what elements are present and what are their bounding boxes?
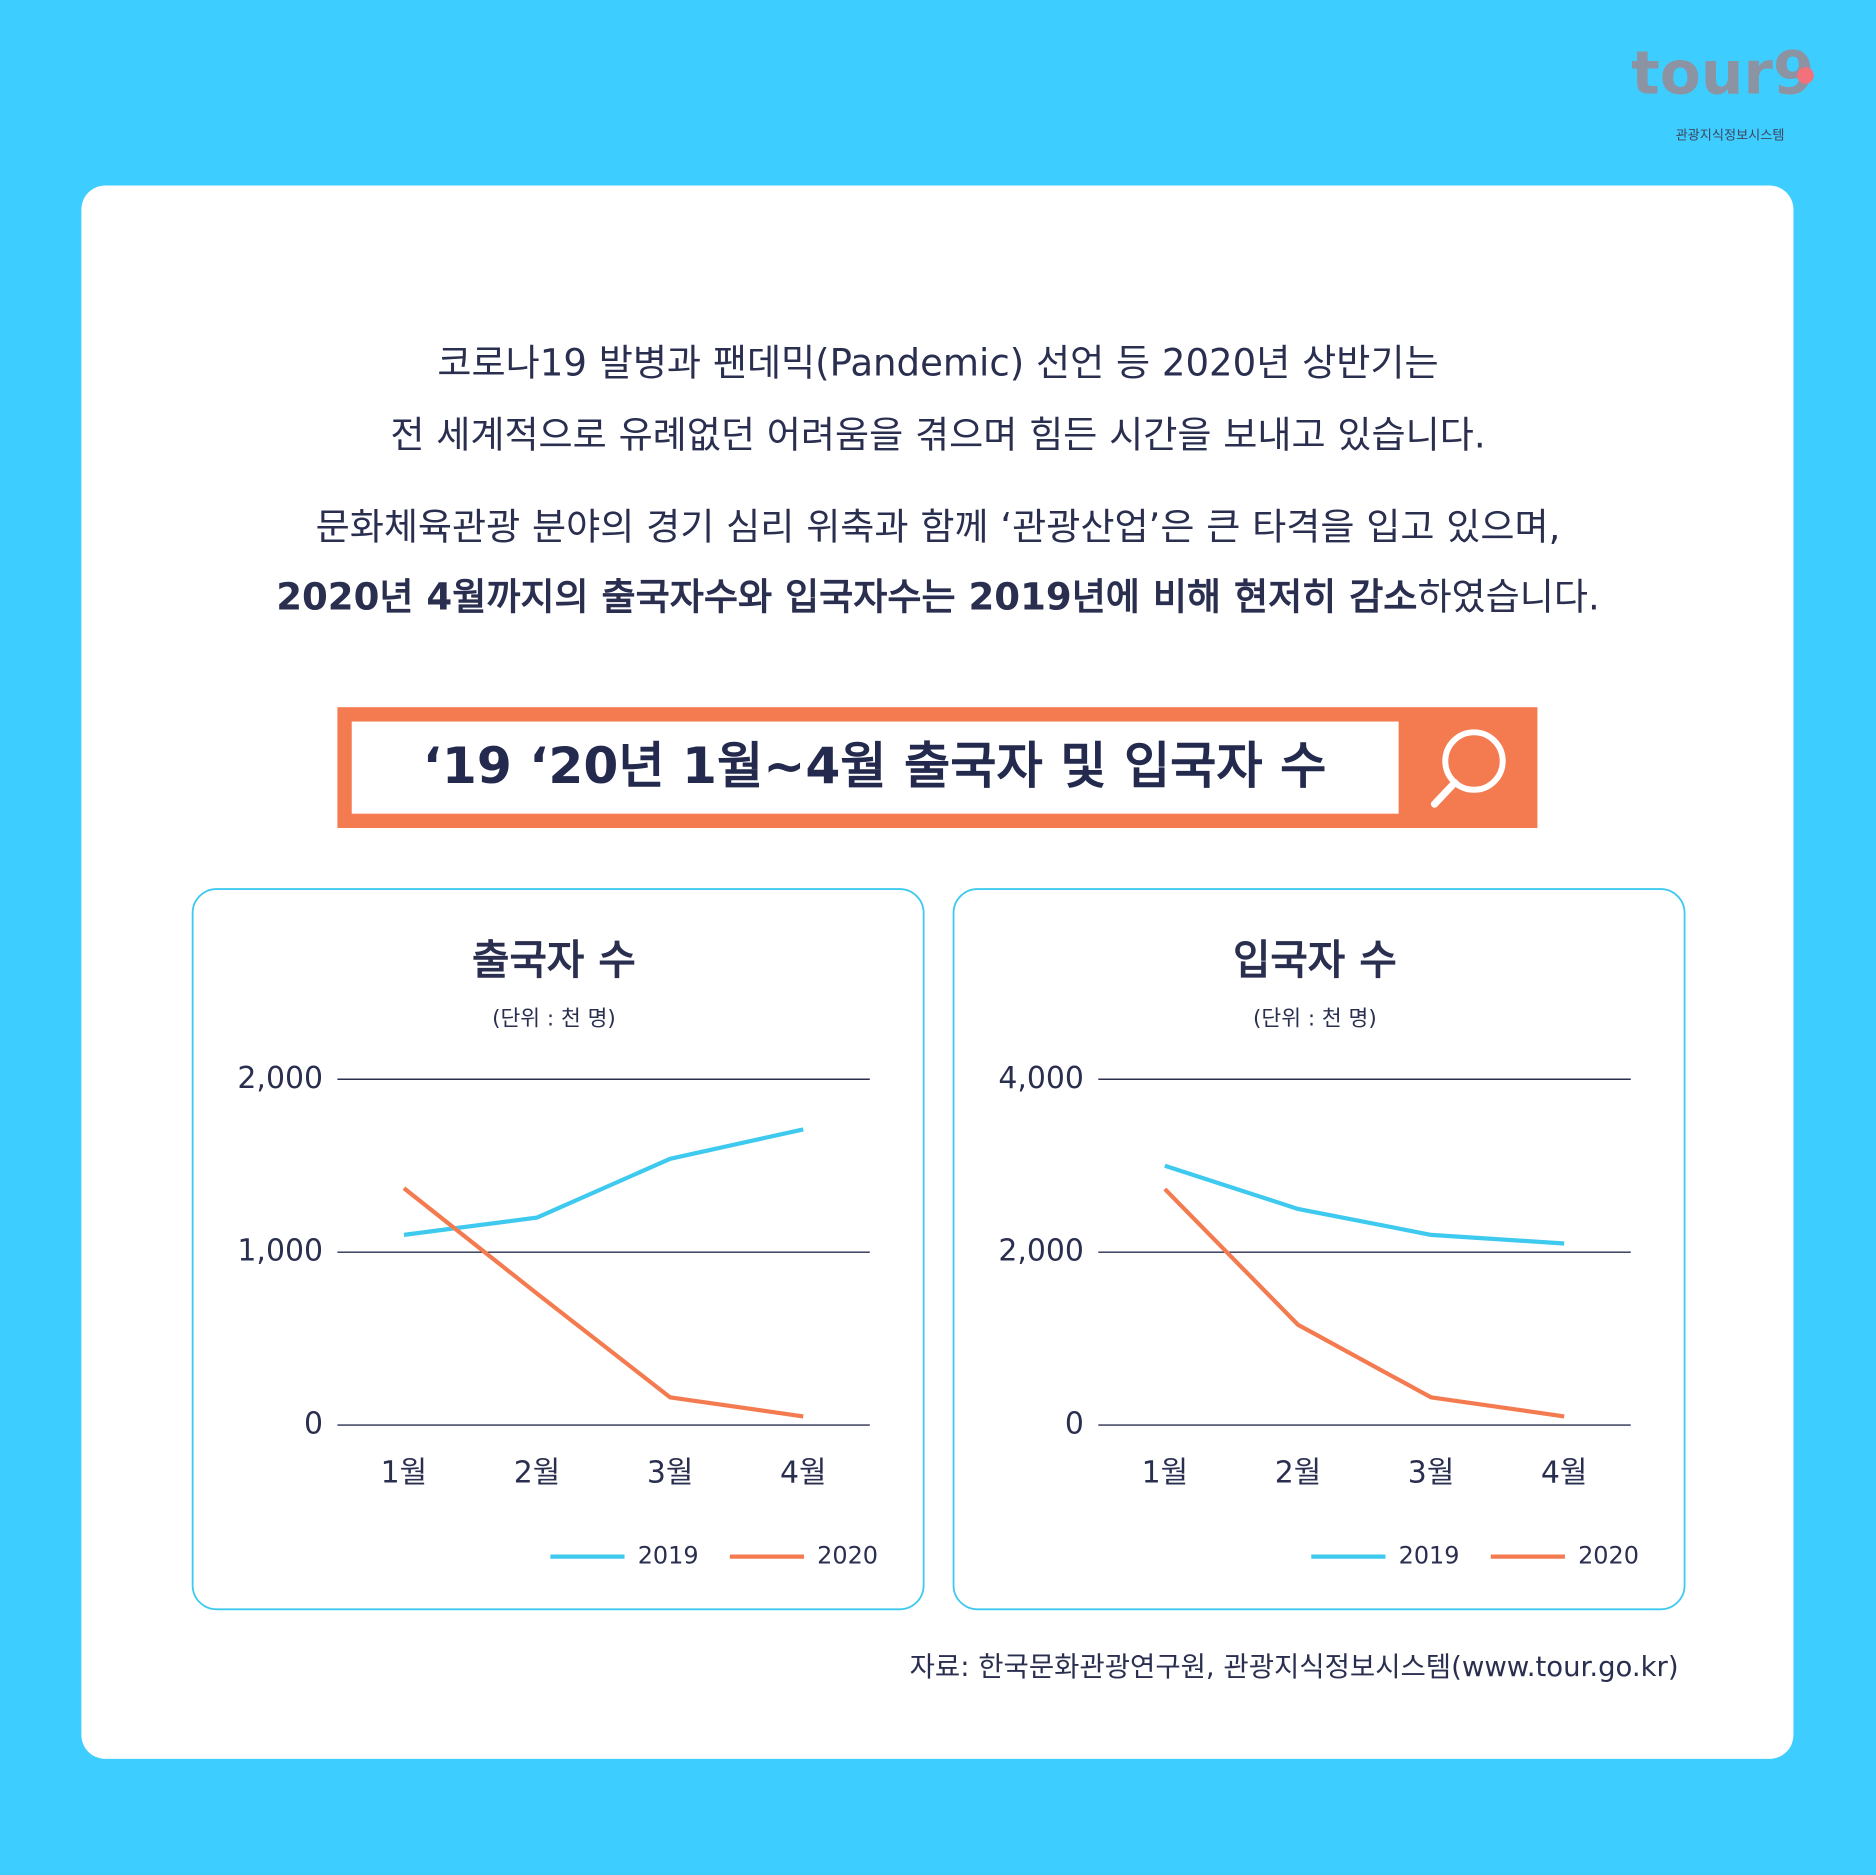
- intro-bold: 2020년 4월까지의 출국자수와 입국자수는 2019년에 비해 현저히 감소: [276, 575, 1417, 618]
- legend-label: 2019: [638, 1542, 699, 1570]
- x-tick-label: 1월: [381, 1456, 428, 1491]
- x-tick-label: 4월: [780, 1456, 827, 1491]
- y-tick-label: 4,000: [998, 1061, 1084, 1096]
- chart-panel: [952, 888, 1686, 1611]
- chart-subtitle: (단위 : 천 명): [1253, 1006, 1377, 1031]
- banner-field: [351, 721, 1399, 814]
- y-tick-label: 2,000: [998, 1234, 1084, 1269]
- intro-rest: 하였습니다.: [1417, 575, 1599, 618]
- chart-subtitle: (단위 : 천 명): [492, 1006, 616, 1031]
- legend-label: 2020: [1578, 1542, 1639, 1570]
- y-tick-label: 1,000: [237, 1234, 323, 1269]
- intro-line: 전 세계적으로 유례없던 어려움을 겪으며 힘든 시간을 보내고 있습니다.: [390, 413, 1485, 456]
- x-tick-label: 1월: [1142, 1456, 1189, 1491]
- banner-title: ‘19 ‘20년 1월~4월 출국자 및 입국자 수: [423, 736, 1327, 795]
- intro-line: 2020년 4월까지의 출국자수와 입국자수는 2019년에 비해 현저히 감소…: [276, 575, 1600, 618]
- x-tick-label: 4월: [1541, 1456, 1588, 1491]
- y-tick-label: 0: [1065, 1407, 1084, 1442]
- intro-line: 코로나19 발병과 팬데믹(Pandemic) 선언 등 2020년 상반기는: [437, 342, 1438, 385]
- legend-label: 2020: [817, 1542, 878, 1570]
- intro-line: 문화체육관광 분야의 경기 심리 위축과 함께 ‘관광산업’은 큰 타격을 입고…: [316, 505, 1561, 548]
- x-tick-label: 2월: [514, 1456, 561, 1491]
- x-tick-label: 3월: [1408, 1456, 1455, 1491]
- legend-label: 2019: [1399, 1542, 1460, 1570]
- chart-panel: [191, 888, 925, 1611]
- x-tick-label: 3월: [647, 1456, 694, 1491]
- y-tick-label: 0: [304, 1407, 323, 1442]
- series-line: [403, 1127, 804, 1237]
- y-tick-label: 2,000: [237, 1061, 323, 1096]
- series-line: [1164, 1163, 1565, 1246]
- search-icon-handle: [1430, 778, 1459, 808]
- logo-subtitle: 관광지식정보시스템: [1676, 127, 1785, 143]
- series-line: [402, 1186, 804, 1419]
- search-icon: [1442, 729, 1506, 793]
- chart-title: 입국자 수: [1233, 936, 1397, 984]
- source: 자료: 한국문화관광연구원, 관광지식정보시스템(www.tour.go.kr): [910, 1651, 1679, 1683]
- series-line: [1163, 1187, 1565, 1419]
- logo: tour9: [1631, 38, 1814, 108]
- chart-title: 출국자 수: [472, 936, 636, 984]
- x-tick-label: 2월: [1275, 1456, 1322, 1491]
- logo-pin: [1797, 67, 1814, 84]
